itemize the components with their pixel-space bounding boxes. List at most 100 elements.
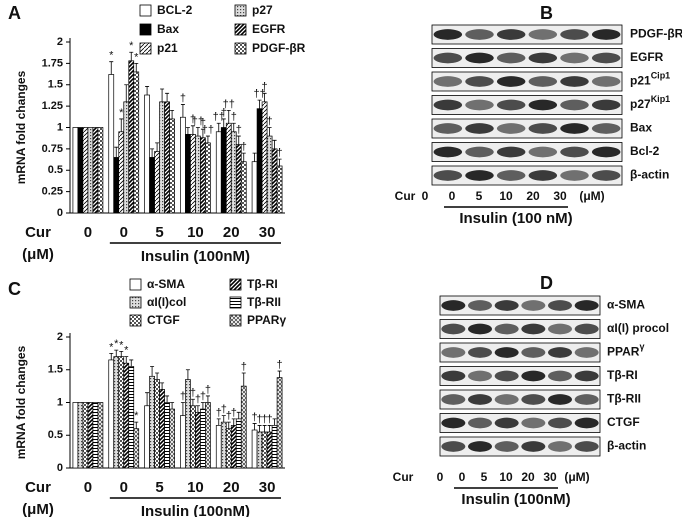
significance-mark: † [226,410,232,422]
significance-mark: † [216,407,222,419]
group-label: Insulin (100 nM) [459,210,572,227]
error-bar [134,421,139,429]
legend-swatch [139,4,152,17]
bar [133,428,140,469]
bar [276,165,283,214]
bar [195,135,201,214]
x-tick-label: 5 [155,224,163,241]
significance-mark: † [262,81,268,93]
bar [240,385,247,469]
legend-swatch [129,296,142,309]
x-tick-label: 30 [259,224,276,241]
significance-mark: † [180,390,186,402]
x-tick-label: 0 [120,479,128,496]
blot-band [465,52,494,64]
blot-row-label: Bcl-2 [630,144,660,158]
error-bar [129,51,134,61]
blot-row-label: Bax [630,121,652,135]
lane-unit: (μM) [579,189,604,203]
significance-mark: † [231,407,237,419]
lane-label: 0 [422,189,429,203]
y-tick-label: 0.25 [42,186,63,198]
legend-label: EGFR [252,22,286,36]
bar [169,408,175,469]
error-bar [180,104,185,118]
legend-swatch [229,278,242,291]
error-bar [226,421,231,429]
blot-band [433,99,463,111]
blot-band [441,370,466,382]
lane-label: 20 [521,470,535,484]
blot-row-label: PPARγ [607,342,644,359]
x-unit-label: (μM) [22,246,54,263]
error-bar [185,127,190,135]
bar [87,402,94,469]
blot-band [521,370,546,382]
bar [82,127,89,214]
y-axis-label: mRNA fold changes [14,345,28,459]
blot-row-name: EGFR [630,50,664,64]
blot-band [548,394,572,405]
lane-label: 10 [499,189,513,203]
y-tick-label: 1 [57,396,63,408]
y-tick-label: 0.75 [42,143,63,155]
bar [149,157,155,214]
error-bar [114,349,119,357]
significance-mark: † [241,141,247,153]
bar [164,402,170,469]
blot-row-name: β-actin [607,439,646,453]
blot-band [494,323,519,335]
lane-prefix: Cur [395,189,416,203]
blot-band [548,441,572,452]
bar [230,131,237,214]
x-tick-label: 10 [187,224,204,241]
bar [180,116,186,214]
significance-mark: † [200,390,206,402]
blot-band [441,300,466,311]
blot-row-name: αI(I) procol [607,321,669,335]
blot-band [494,417,519,429]
blot-row-name: Tβ-RI [607,368,638,382]
error-bar [124,84,129,102]
blot-band [441,323,466,335]
bar [164,101,170,214]
bar [123,362,130,469]
group-label: Insulin (100nM) [461,491,570,508]
significance-mark: † [221,107,227,119]
significance-mark: † [231,111,237,123]
bar [92,402,99,469]
panel-label: B [540,3,553,23]
blot-band [465,123,494,134]
bar [128,60,135,214]
blot-band [591,52,621,64]
blot-row-label: PDGF-βR [630,27,682,41]
blot-band [521,300,546,311]
bar [190,405,196,469]
blot-row-label: β-actin [630,168,669,182]
significance-mark: † [195,394,201,406]
x-prefix-label: Cur [25,224,51,241]
bar [144,94,150,214]
error-bar [241,372,246,387]
error-bar [267,127,272,137]
bar [190,133,196,214]
error-bar [134,62,139,72]
legend-label: PPARγ [247,313,286,327]
error-bar [252,152,257,162]
x-tick-label: 30 [259,479,276,496]
blot-band [560,52,589,64]
significance-mark: † [277,147,283,159]
error-bar [145,392,150,406]
blot-band [433,123,463,134]
blot-band [574,300,599,311]
blot-band [468,370,492,382]
blot-band [494,394,519,405]
blot-row-name: p27 [630,97,651,111]
bar [220,127,227,214]
legend-label: p21 [157,41,178,55]
legend-label: p27 [252,3,273,17]
error-bar [165,92,170,102]
bar [159,101,165,214]
bar [251,161,258,214]
legend-swatch [234,4,247,17]
